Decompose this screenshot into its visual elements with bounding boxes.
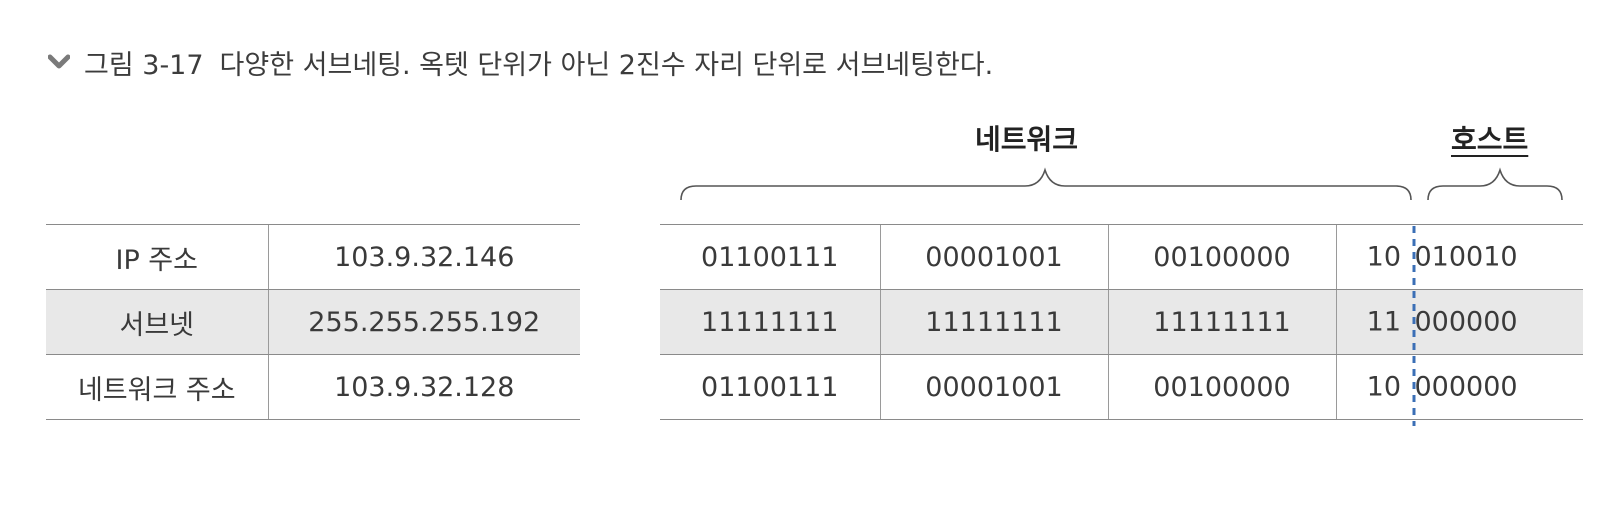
octet-4: 10 010010 <box>1335 224 1583 290</box>
network-address-row: 네트워크 주소 103.9.32.128 <box>46 354 580 420</box>
subnet-row: 서브넷 255.255.255.192 <box>46 289 580 355</box>
row-value: 255.255.255.192 <box>267 289 580 355</box>
host-bits: 000000 <box>1414 371 1518 403</box>
octet-1: 11111111 <box>660 289 880 355</box>
row-label: 서브넷 <box>46 289 268 355</box>
subnet-binary-row: 11111111 11111111 11111111 11 000000 <box>660 289 1583 355</box>
octet-1: 01100111 <box>660 354 880 420</box>
network-bits: 10 <box>1366 371 1401 403</box>
figure-caption: 그림 3-17 다양한 서브네팅. 옥텟 단위가 아닌 2진수 자리 단위로 서… <box>48 42 993 82</box>
chevron-down-icon <box>48 54 70 69</box>
octet-1: 01100111 <box>660 224 880 290</box>
octet-4: 11 000000 <box>1335 289 1583 355</box>
octet-3: 00100000 <box>1107 354 1336 420</box>
network-binary-row: 01100111 00001001 00100000 10 000000 <box>660 354 1583 420</box>
octet-4: 10 000000 <box>1335 354 1583 420</box>
host-brace <box>1427 167 1563 201</box>
octet-2: 00001001 <box>879 224 1108 290</box>
network-brace <box>680 167 1412 201</box>
host-bits: 010010 <box>1414 241 1518 273</box>
row-value: 103.9.32.128 <box>267 354 580 420</box>
row-value: 103.9.32.146 <box>267 224 580 290</box>
figure-number: 그림 3-17 <box>84 49 204 81</box>
network-bits: 10 <box>1366 241 1401 273</box>
octet-3: 11111111 <box>1107 289 1336 355</box>
octet-2: 11111111 <box>879 289 1108 355</box>
host-bits: 000000 <box>1414 306 1518 338</box>
figure-title: 다양한 서브네팅. 옥텟 단위가 아닌 2진수 자리 단위로 서브네팅한다. <box>219 49 994 81</box>
binary-table: 01100111 00001001 00100000 10 010010 111… <box>660 224 1583 420</box>
row-label: 네트워크 주소 <box>46 354 268 420</box>
octet-3: 00100000 <box>1107 224 1336 290</box>
network-label: 네트워크 <box>975 123 1079 156</box>
address-table: IP 주소 103.9.32.146 서브넷 255.255.255.192 네… <box>46 224 580 420</box>
ip-address-row: IP 주소 103.9.32.146 <box>46 224 580 290</box>
host-label: 호스트 <box>1451 123 1529 156</box>
octet-2: 00001001 <box>879 354 1108 420</box>
ip-binary-row: 01100111 00001001 00100000 10 010010 <box>660 224 1583 290</box>
network-bits: 11 <box>1366 306 1401 338</box>
